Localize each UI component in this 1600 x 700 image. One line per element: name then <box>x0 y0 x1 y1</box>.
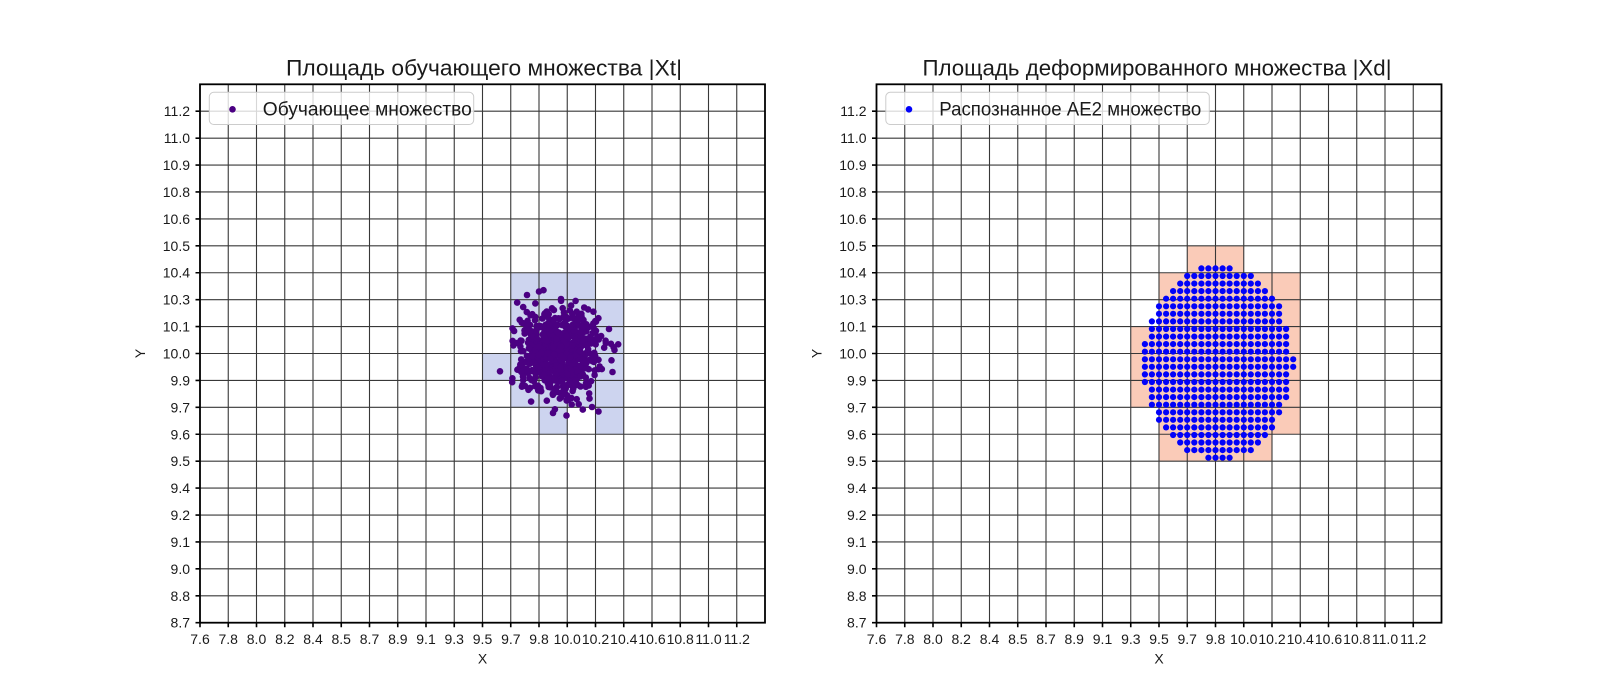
svg-text:10.0: 10.0 <box>163 346 190 362</box>
svg-text:11.2: 11.2 <box>164 103 190 119</box>
svg-text:8.7: 8.7 <box>847 615 867 631</box>
svg-text:9.5: 9.5 <box>847 453 867 469</box>
svg-text:10.4: 10.4 <box>610 631 637 647</box>
svg-text:Площадь деформированного множе: Площадь деформированного множества |Xd| <box>923 56 1392 81</box>
svg-text:9.2: 9.2 <box>847 507 867 523</box>
svg-text:11.0: 11.0 <box>1372 631 1398 647</box>
svg-text:8.4: 8.4 <box>303 631 323 647</box>
svg-text:9.5: 9.5 <box>473 631 493 647</box>
svg-text:10.4: 10.4 <box>1287 631 1314 647</box>
svg-text:9.1: 9.1 <box>416 631 436 647</box>
svg-text:8.4: 8.4 <box>980 631 1000 647</box>
svg-text:10.4: 10.4 <box>839 265 866 281</box>
svg-text:9.3: 9.3 <box>1121 631 1141 647</box>
svg-text:7.8: 7.8 <box>895 631 915 647</box>
svg-text:10.1: 10.1 <box>163 319 190 335</box>
svg-text:9.7: 9.7 <box>1177 631 1197 647</box>
svg-text:9.2: 9.2 <box>171 507 191 523</box>
svg-text:8.8: 8.8 <box>847 588 867 604</box>
svg-text:9.1: 9.1 <box>171 534 191 550</box>
svg-text:8.7: 8.7 <box>1036 631 1056 647</box>
svg-text:9.1: 9.1 <box>1093 631 1113 647</box>
svg-text:Площадь обучающего множества |: Площадь обучающего множества |Xt| <box>286 56 682 81</box>
svg-text:8.2: 8.2 <box>951 631 971 647</box>
svg-text:10.6: 10.6 <box>163 211 190 227</box>
svg-text:X: X <box>478 651 488 667</box>
svg-text:11.2: 11.2 <box>840 103 866 119</box>
svg-text:9.6: 9.6 <box>171 426 191 442</box>
svg-text:10.6: 10.6 <box>839 211 866 227</box>
svg-text:11.2: 11.2 <box>724 631 750 647</box>
svg-text:10.4: 10.4 <box>163 265 190 281</box>
svg-text:9.4: 9.4 <box>847 480 867 496</box>
svg-text:9.1: 9.1 <box>847 534 867 550</box>
svg-text:8.9: 8.9 <box>1064 631 1084 647</box>
svg-text:10.8: 10.8 <box>1343 631 1370 647</box>
svg-text:8.2: 8.2 <box>275 631 295 647</box>
svg-text:7.8: 7.8 <box>218 631 238 647</box>
svg-text:11.0: 11.0 <box>164 130 190 146</box>
svg-text:10.8: 10.8 <box>839 184 866 200</box>
svg-text:10.3: 10.3 <box>839 292 866 308</box>
svg-text:10.9: 10.9 <box>839 157 866 173</box>
svg-text:10.8: 10.8 <box>667 631 694 647</box>
svg-text:8.5: 8.5 <box>331 631 351 647</box>
svg-text:8.7: 8.7 <box>171 615 191 631</box>
svg-text:9.7: 9.7 <box>501 631 521 647</box>
svg-text:10.9: 10.9 <box>163 157 190 173</box>
svg-text:10.6: 10.6 <box>1315 631 1342 647</box>
svg-text:9.0: 9.0 <box>171 561 191 577</box>
svg-text:11.0: 11.0 <box>695 631 721 647</box>
svg-text:10.3: 10.3 <box>163 292 190 308</box>
svg-text:Обучающее множество: Обучающее множество <box>263 99 472 120</box>
svg-text:8.0: 8.0 <box>923 631 943 647</box>
svg-text:9.3: 9.3 <box>444 631 464 647</box>
svg-text:Распознанное АЕ2 множество: Распознанное АЕ2 множество <box>939 99 1201 120</box>
svg-text:9.6: 9.6 <box>847 426 867 442</box>
svg-text:X: X <box>1154 651 1164 667</box>
svg-text:11.2: 11.2 <box>1400 631 1426 647</box>
svg-text:9.9: 9.9 <box>847 372 867 388</box>
svg-text:9.4: 9.4 <box>171 480 191 496</box>
svg-text:9.9: 9.9 <box>171 372 191 388</box>
svg-text:Y: Y <box>809 348 825 358</box>
svg-text:11.0: 11.0 <box>840 130 866 146</box>
svg-text:8.5: 8.5 <box>1008 631 1028 647</box>
svg-text:10.5: 10.5 <box>839 238 866 254</box>
svg-text:9.7: 9.7 <box>847 399 867 415</box>
svg-text:9.8: 9.8 <box>1206 631 1226 647</box>
svg-text:10.6: 10.6 <box>638 631 665 647</box>
svg-text:9.7: 9.7 <box>171 399 191 415</box>
svg-text:10.0: 10.0 <box>1230 631 1257 647</box>
svg-text:9.8: 9.8 <box>529 631 549 647</box>
svg-text:7.6: 7.6 <box>190 631 210 647</box>
svg-text:10.8: 10.8 <box>163 184 190 200</box>
svg-text:8.8: 8.8 <box>171 588 191 604</box>
svg-text:9.5: 9.5 <box>1149 631 1169 647</box>
svg-text:9.5: 9.5 <box>171 453 191 469</box>
svg-text:7.6: 7.6 <box>867 631 887 647</box>
svg-text:8.0: 8.0 <box>247 631 267 647</box>
svg-text:8.9: 8.9 <box>388 631 408 647</box>
svg-text:Y: Y <box>132 348 148 358</box>
svg-text:8.7: 8.7 <box>360 631 380 647</box>
svg-text:10.2: 10.2 <box>582 631 609 647</box>
svg-text:10.2: 10.2 <box>1258 631 1285 647</box>
svg-text:10.5: 10.5 <box>163 238 190 254</box>
svg-text:10.1: 10.1 <box>839 319 866 335</box>
svg-text:10.0: 10.0 <box>839 346 866 362</box>
svg-text:10.0: 10.0 <box>554 631 581 647</box>
svg-text:9.0: 9.0 <box>847 561 867 577</box>
